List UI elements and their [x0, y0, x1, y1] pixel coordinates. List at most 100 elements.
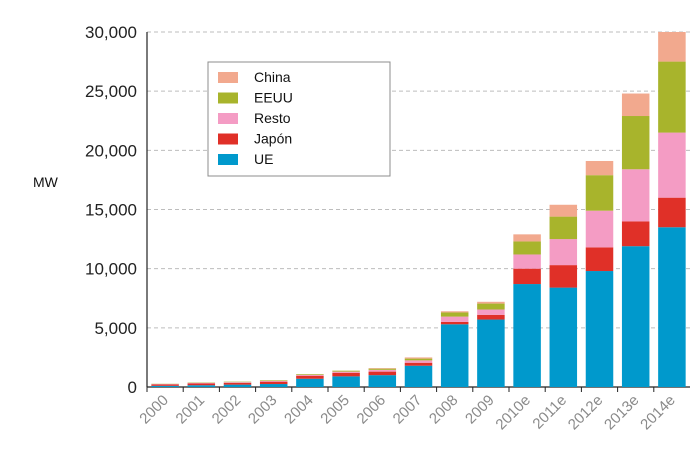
y-tick-labels: 0 5,000 10,000 15,000 20,000 25,000 30,000	[85, 23, 137, 397]
bar-segment-eeuu-2008	[440, 312, 469, 317]
x-tick-label: 2008	[426, 392, 462, 428]
x-tick-label: 2013e	[601, 392, 643, 434]
bar-segment-japn-2010e	[513, 268, 541, 285]
y-tick-label: 30,000	[85, 23, 137, 42]
bar-segment-china-2006	[368, 368, 397, 369]
bar-segment-eeuu-2009	[477, 303, 505, 310]
y-tick-label: 25,000	[85, 82, 137, 101]
legend-swatch-eeuu	[218, 92, 238, 104]
bar-segment-japn-2007	[404, 362, 433, 366]
y-tick-label: 10,000	[85, 260, 137, 279]
bar-segment-japn-2005	[332, 372, 360, 377]
legend-swatch-japn	[218, 133, 238, 145]
legend-box	[207, 61, 391, 177]
y-tick-label: 15,000	[85, 201, 137, 220]
bar-segment-eeuu-2013e	[621, 116, 650, 170]
bar-segment-resto-2005	[332, 371, 360, 373]
bar-segment-ue-2003	[259, 384, 288, 387]
bar-segment-ue-2004	[296, 378, 324, 387]
bar-segment-ue-2010e	[513, 284, 541, 387]
x-tick-label: 2011e	[529, 392, 570, 433]
bar-segment-resto-2004	[296, 374, 324, 376]
x-tick-label: 2006	[354, 392, 390, 428]
bar-segment-china-2014e	[658, 32, 686, 62]
x-tick-label: 2005	[317, 392, 353, 428]
bar-segment-resto-2009	[477, 309, 505, 315]
x-tick-label: 2001	[173, 392, 209, 428]
bar-segment-china-2010e	[513, 234, 541, 242]
bar-segment-china-2009	[477, 301, 505, 304]
legend-label: UE	[254, 151, 273, 167]
bar-segment-ue-2008	[440, 324, 469, 387]
bar-segment-eeuu-2003	[259, 380, 288, 381]
bar-segment-eeuu-2006	[368, 368, 397, 370]
bars	[151, 32, 686, 387]
legend-swatch-china	[218, 72, 238, 83]
bar-segment-ue-2011e	[549, 287, 578, 387]
x-tick-label: 2010e	[492, 392, 534, 434]
legend-label: Resto	[254, 110, 291, 126]
bar-segment-resto-2006	[368, 369, 397, 372]
bar-segment-ue-2001	[187, 385, 216, 387]
bar-segment-china-2008	[440, 311, 469, 313]
bar-segment-japn-2004	[296, 375, 324, 379]
bar-segment-resto-2001	[187, 382, 216, 384]
bar-segment-resto-2014e	[658, 132, 686, 198]
bar-segment-japn-2009	[477, 314, 505, 320]
x-tick-label: 2003	[245, 392, 281, 428]
x-tick-labels: 2000 2001 2002 2003 2004 2005 2006 2007 2008 2009…	[136, 392, 678, 434]
bar-segment-eeuu-2005	[332, 370, 360, 372]
bar-segment-ue-2005	[332, 376, 360, 387]
bar-segment-resto-2012e	[585, 210, 614, 248]
bar-segment-eeuu-2007	[404, 358, 433, 361]
bar-segment-resto-2003	[259, 380, 288, 382]
y-tick-label: 20,000	[85, 141, 137, 160]
x-tick-label: 2007	[390, 392, 426, 428]
bar-segment-japn-2012e	[585, 247, 614, 272]
bar-segment-resto-2013e	[621, 169, 650, 222]
bar-segment-ue-2013e	[621, 246, 650, 387]
bar-segment-ue-2009	[477, 319, 505, 387]
x-tick-label: 2004	[281, 392, 317, 428]
bar-segment-japn-2001	[187, 383, 216, 386]
bar-segment-eeuu-2012e	[585, 175, 614, 211]
bar-segment-china-2012e	[585, 160, 614, 176]
bar-segment-eeuu-2010e	[513, 241, 541, 255]
bar-segment-china-2011e	[549, 204, 578, 217]
bar-segment-japn-2000	[151, 384, 179, 386]
bar-segment-japn-2011e	[549, 265, 578, 288]
legend: China EEUU Resto Japón UE	[207, 61, 391, 177]
legend-label: EEUU	[254, 90, 293, 106]
bar-segment-japn-2014e	[658, 197, 686, 228]
x-tick-label: 2000	[136, 392, 172, 428]
bar-segment-eeuu-2014e	[658, 61, 686, 133]
bar-segment-resto-2010e	[513, 254, 541, 269]
bar-segment-ue-2002	[223, 384, 252, 387]
x-tick-label: 2012e	[565, 392, 607, 434]
bar-segment-china-2007	[404, 357, 433, 359]
bar-segment-resto-2011e	[549, 239, 578, 266]
bar-segment-eeuu-2004	[296, 374, 324, 375]
y-tick-label: 5,000	[94, 319, 137, 338]
x-tick-label: 2002	[209, 392, 245, 428]
bar-segment-resto-2008	[440, 316, 469, 322]
bar-segment-ue-2012e	[585, 271, 614, 387]
legend-swatch-ue	[218, 154, 238, 165]
bar-segment-ue-2006	[368, 375, 397, 387]
legend-swatch-resto	[218, 113, 238, 124]
legend-label: China	[254, 69, 291, 85]
bar-segment-japn-2006	[368, 371, 397, 376]
bar-segment-resto-2007	[404, 360, 433, 363]
x-tick-label: 2014e	[637, 392, 679, 434]
bar-segment-japn-2002	[223, 382, 252, 385]
y-axis-label: MW	[33, 174, 59, 190]
bar-segment-eeuu-2011e	[549, 216, 578, 240]
bar-segment-japn-2008	[440, 321, 469, 325]
bar-segment-japn-2003	[259, 381, 288, 385]
bar-segment-resto-2002	[223, 382, 252, 383]
bar-segment-ue-2000	[151, 385, 179, 387]
bar-segment-ue-2014e	[658, 227, 686, 387]
bar-segment-china-2013e	[621, 93, 650, 117]
bar-segment-japn-2013e	[621, 221, 650, 247]
